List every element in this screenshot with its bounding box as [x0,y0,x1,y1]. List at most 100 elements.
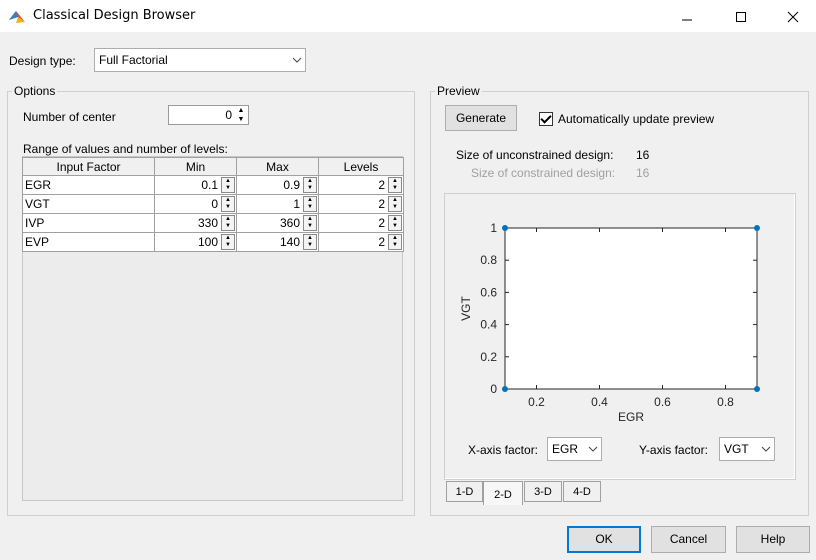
help-button[interactable]: Help [736,526,810,553]
ok-button[interactable]: OK [567,526,641,553]
auto-update-label: Automatically update preview [558,112,715,126]
spin-up-icon[interactable]: ▲ [307,216,313,222]
spin-down-icon[interactable]: ▼ [307,223,313,229]
spin-down-icon[interactable]: ▼ [307,242,313,248]
table-header-row: Input Factor Min Max Levels [22,157,404,176]
x-factor-value: EGR [552,442,579,456]
design-point[interactable] [754,386,760,392]
spin-down-icon[interactable]: ▼ [392,242,398,248]
min-cell[interactable]: 0.1 ▲ ▼ [154,175,237,195]
min-cell[interactable]: 100 ▲ ▼ [154,232,237,252]
spin-down-icon[interactable]: ▼ [225,223,231,229]
max-value: 1 [293,197,300,211]
y-factor-value: VGT [724,442,749,456]
tab-4d[interactable]: 4-D [563,481,601,502]
table-row: EGR 0.1 ▲ ▼ 0.9 ▲ ▼ 2 ▲ ▼ [22,175,404,195]
tab-1d[interactable]: 1-D [446,481,483,502]
chevron-down-icon [287,49,305,71]
factor-name-cell[interactable]: IVP [22,213,155,233]
design-type-label: Design type: [9,54,76,68]
spin-down-icon[interactable]: ▼ [307,204,313,210]
spin-up-icon[interactable]: ▲ [307,197,313,203]
levels-cell[interactable]: 2 ▲ ▼ [318,194,404,214]
tab-3d[interactable]: 3-D [524,481,562,502]
spin-up-icon[interactable]: ▲ [392,216,398,222]
spinner-buttons[interactable]: ▲ ▼ [221,234,235,250]
factor-name-cell[interactable]: EGR [22,175,155,195]
x-factor-label: X-axis factor: [468,443,539,457]
factor-name-cell[interactable]: VGT [22,194,155,214]
spin-down-icon[interactable]: ▼ [225,185,231,191]
levels-cell[interactable]: 2 ▲ ▼ [318,232,404,252]
maximize-button[interactable] [718,0,764,32]
x-tick-label: 0.2 [528,395,545,409]
design-point[interactable] [502,225,508,231]
spin-down-icon[interactable]: ▼ [392,185,398,191]
min-cell[interactable]: 0 ▲ ▼ [154,194,237,214]
spinner-buttons[interactable]: ▲ ▼ [388,177,402,193]
spin-up-icon[interactable]: ▲ [225,216,231,222]
constrained-size-label: Size of constrained design: [471,166,616,180]
spin-down-icon[interactable]: ▼ [392,204,398,210]
x-factor-select[interactable]: EGR [547,437,602,461]
spinner-buttons[interactable]: ▲ ▼ [221,196,235,212]
center-points-value: 0 [225,108,232,122]
auto-update-checkbox[interactable] [539,112,553,126]
column-header[interactable]: Input Factor [22,157,155,176]
levels-cell[interactable]: 2 ▲ ▼ [318,213,404,233]
levels-value: 2 [378,178,385,192]
spin-down-icon[interactable]: ▼ [225,204,231,210]
spinner-buttons[interactable]: ▲ ▼ [221,215,235,231]
spin-down-icon[interactable]: ▼ [225,242,231,248]
spin-up-icon[interactable]: ▲ [392,197,398,203]
y-axis-label: VGT [459,295,473,320]
spinner-buttons[interactable]: ▲ ▼ [388,215,402,231]
tab-2d[interactable]: 2-D [483,481,523,505]
spinner-buttons[interactable]: ▲ ▼ [388,234,402,250]
max-cell[interactable]: 0.9 ▲ ▼ [236,175,319,195]
spinner-buttons[interactable]: ▲ ▼ [303,196,317,212]
spinner-buttons[interactable]: ▲ ▼ [303,234,317,250]
options-group-title: Options [12,84,58,98]
design-type-select[interactable]: Full Factorial [94,48,306,72]
max-cell[interactable]: 360 ▲ ▼ [236,213,319,233]
y-factor-select[interactable]: VGT [719,437,775,461]
table-row: EVP 100 ▲ ▼ 140 ▲ ▼ 2 ▲ ▼ [22,232,404,252]
column-header[interactable]: Levels [318,157,404,176]
spin-down-icon[interactable]: ▼ [307,185,313,191]
design-point[interactable] [754,225,760,231]
spinner-buttons[interactable]: ▲ ▼ [221,177,235,193]
spin-up-icon[interactable]: ▲ [307,178,313,184]
column-header[interactable]: Min [154,157,237,176]
spin-up-icon[interactable]: ▲ [307,235,313,241]
unconstrained-size-value: 16 [636,148,650,162]
spinner-buttons[interactable]: ▲ ▼ [303,177,317,193]
close-button[interactable] [770,0,816,32]
spin-up-icon[interactable]: ▲ [392,178,398,184]
design-type-value: Full Factorial [99,53,168,67]
design-preview-chart[interactable]: 0.2 0.4 0.6 0.8 0 0.2 0.4 0.6 0.8 1 EGR VGT [444,193,796,443]
x-tick-label: 0.6 [654,395,671,409]
spin-up-icon[interactable]: ▲ [225,197,231,203]
minimize-button[interactable] [664,0,710,32]
spin-up-icon[interactable]: ▲ [225,178,231,184]
factor-name-cell[interactable]: EVP [22,232,155,252]
max-cell[interactable]: 1 ▲ ▼ [236,194,319,214]
design-point[interactable] [502,386,508,392]
spinner-buttons[interactable]: ▲ ▼ [388,196,402,212]
x-tick-label: 0.4 [591,395,608,409]
chevron-down-icon [583,438,601,460]
min-cell[interactable]: 330 ▲ ▼ [154,213,237,233]
generate-button[interactable]: Generate [445,105,517,131]
column-header[interactable]: Max [236,157,319,176]
center-points-spinner[interactable]: 0 ▲ ▼ [168,105,249,125]
max-cell[interactable]: 140 ▲ ▼ [236,232,319,252]
spinner-buttons[interactable]: ▲ ▼ [303,215,317,231]
spin-up-icon[interactable]: ▲ [225,235,231,241]
spin-down-icon[interactable]: ▼ [392,223,398,229]
spin-down-icon[interactable]: ▼ [237,116,245,123]
levels-cell[interactable]: 2 ▲ ▼ [318,175,404,195]
cancel-button[interactable]: Cancel [651,526,726,553]
spin-up-icon[interactable]: ▲ [237,107,245,114]
spin-up-icon[interactable]: ▲ [392,235,398,241]
